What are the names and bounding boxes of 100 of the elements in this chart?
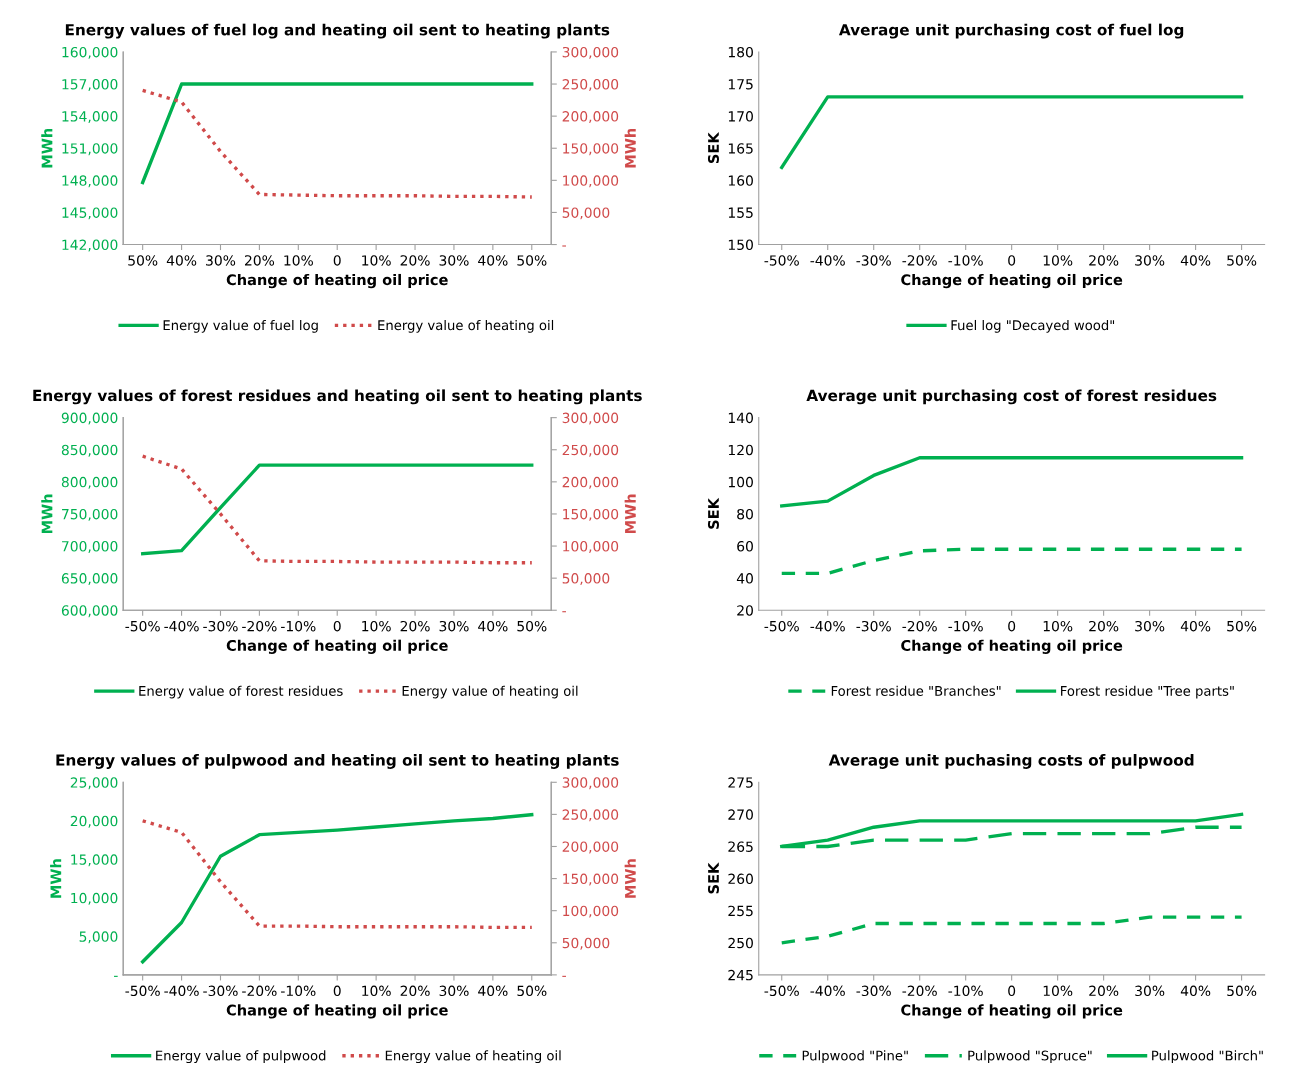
y-tick-label: 5,000 xyxy=(79,931,118,944)
line-series xyxy=(141,454,534,565)
chart-title: Energy values of fuel log and heating oil sent to heating plants xyxy=(65,23,610,39)
y2-tick-label: - xyxy=(562,245,566,247)
line-series xyxy=(141,88,534,199)
x-tick-label: 50% xyxy=(517,255,547,266)
x-tick-label: -20% xyxy=(242,985,277,997)
y-tick-label: 160 xyxy=(728,175,753,186)
x-tick-label: 0 xyxy=(1008,985,1016,997)
x-tick-label: 30% xyxy=(1135,255,1165,266)
y-tick-label: 25,000 xyxy=(70,777,118,790)
y2-tick-label: 250,000 xyxy=(562,79,619,91)
y-tick-label: 140 xyxy=(728,412,753,424)
x-tick-label: 20% xyxy=(400,985,430,997)
legend-label: Forest residue "Branches" xyxy=(831,685,1001,696)
x-axis-title: Change of heating oil price xyxy=(226,639,448,654)
x-tick-label: 10% xyxy=(362,620,391,632)
x-tick-label: -30% xyxy=(856,620,891,632)
legend-label: Energy value of heating oil xyxy=(378,319,554,333)
x-tick-label: 50% xyxy=(517,620,547,632)
x-axis-title: Change of heating oil price xyxy=(226,273,448,289)
legend-label: Energy value of forest residues xyxy=(139,685,343,699)
x-tick-label: 10% xyxy=(1043,985,1073,997)
x-tick-label: 30% xyxy=(206,255,236,266)
line-series xyxy=(780,456,1244,508)
y-axis-title: MWh xyxy=(50,859,62,898)
y-tick-label: 800,000 xyxy=(61,476,118,489)
legend-label: Pulpwood "Spruce" xyxy=(968,1050,1092,1064)
x-tick-label: 10% xyxy=(1043,255,1073,266)
chart-title: Average unit puchasing costs of pulpwood xyxy=(828,754,1194,769)
y-tick-label: 900,000 xyxy=(61,412,118,425)
x-tick-label: 30% xyxy=(439,255,469,266)
y2-tick-label: 300,000 xyxy=(562,777,619,790)
y-tick-label: 180 xyxy=(728,46,753,58)
y2-tick-label: 150,000 xyxy=(563,143,619,156)
x-tick-label: -20% xyxy=(902,255,937,266)
y-tick-label: 265 xyxy=(728,841,753,852)
x-tick-label: 40% xyxy=(1180,255,1211,266)
y-tick-label: - xyxy=(114,975,118,977)
legend-label: Energy value of heating oil xyxy=(402,685,578,699)
x-tick-label: -50% xyxy=(764,255,799,266)
x-tick-label: 20% xyxy=(1089,985,1119,997)
y2-tick-label: - xyxy=(562,611,566,613)
x-tick-label: -30% xyxy=(203,620,238,632)
legend-label: Pulpwood "Pine" xyxy=(802,1050,908,1064)
y-tick-label: 275 xyxy=(728,777,753,788)
y-tick-label: 270 xyxy=(728,809,753,820)
line-series xyxy=(141,819,534,930)
y-tick-label: 255 xyxy=(728,905,753,917)
x-tick-label: -50% xyxy=(764,620,799,632)
y2-axis-title: MWh xyxy=(624,859,636,898)
x-axis-title: Change of heating oil price xyxy=(901,639,1123,654)
y-tick-label: 150 xyxy=(728,239,753,251)
x-tick-label: -10% xyxy=(281,985,316,997)
x-tick-label: 50% xyxy=(517,985,547,997)
line-series xyxy=(141,812,534,964)
x-tick-label: 30% xyxy=(1135,985,1165,997)
x-tick-label: -10% xyxy=(948,255,983,266)
legend-label: Energy value of pulpwood xyxy=(156,1050,326,1064)
y2-tick-label: 100,000 xyxy=(563,175,619,188)
y-tick-label: 142,000 xyxy=(62,239,118,252)
y-tick-label: 20 xyxy=(737,605,753,616)
x-tick-label: -30% xyxy=(856,985,891,997)
y-tick-label: 154,000 xyxy=(62,111,118,124)
x-axis-title: Change of heating oil price xyxy=(226,1004,448,1019)
x-tick-label: 20% xyxy=(1089,255,1119,266)
x-tick-label: 40% xyxy=(478,985,508,997)
y-tick-label: 650,000 xyxy=(61,573,118,586)
line-series xyxy=(780,915,1244,945)
x-tick-label: 10% xyxy=(362,255,391,266)
x-tick-label: 40% xyxy=(166,255,197,266)
chart-title: Average unit purchasing cost of forest residues xyxy=(806,389,1217,405)
y-tick-label: 750,000 xyxy=(62,508,118,521)
x-tick-label: -20% xyxy=(902,620,937,632)
y2-tick-label: 50,000 xyxy=(562,937,610,950)
y2-tick-label: - xyxy=(562,975,566,977)
y-tick-label: 145,000 xyxy=(62,207,118,220)
y2-tick-label: 50,000 xyxy=(562,573,610,586)
y-tick-label: 250 xyxy=(728,937,753,949)
x-tick-label: 40% xyxy=(1180,620,1211,632)
y-tick-label: 850,000 xyxy=(61,444,118,457)
x-tick-label: -40% xyxy=(164,620,199,632)
line-series xyxy=(780,547,1244,575)
y-tick-label: 260 xyxy=(728,873,753,885)
x-tick-label: 20% xyxy=(400,620,430,632)
x-tick-label: -30% xyxy=(856,255,891,266)
x-tick-label: 10% xyxy=(362,985,391,997)
x-tick-label: 50% xyxy=(128,255,158,266)
y2-tick-label: 200,000 xyxy=(562,841,619,854)
x-tick-label: 40% xyxy=(478,255,508,266)
x-tick-label: 30% xyxy=(439,985,469,997)
legend-label: Energy value of heating oil xyxy=(385,1050,561,1064)
x-tick-label: -40% xyxy=(810,255,845,266)
chart-title: Energy values of forest residues and heating oil sent to heating plants xyxy=(33,389,642,405)
x-tick-label: 40% xyxy=(1180,985,1211,997)
x-tick-label: 0 xyxy=(333,985,341,997)
y-axis-title: MWh xyxy=(41,128,53,168)
x-tick-label: -40% xyxy=(810,620,845,632)
y-tick-label: 170 xyxy=(728,111,753,122)
y-tick-label: 165 xyxy=(728,143,753,154)
